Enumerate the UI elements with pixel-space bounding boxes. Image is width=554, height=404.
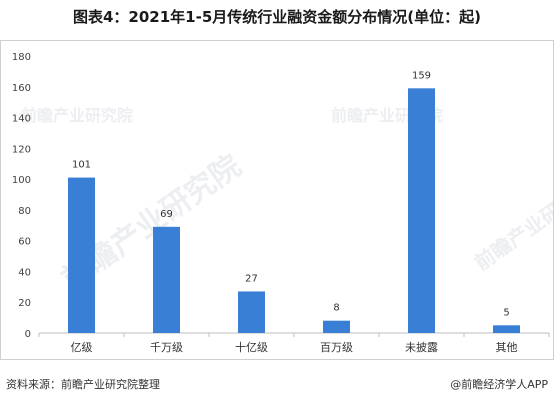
axis-layer: 0 20 40 60 80 100 120 140 160 180 亿级 千万级 十亿级 百万级 未披露 其他 xyxy=(12,52,550,354)
watermark-text: 前瞻产业研究院 xyxy=(21,106,133,125)
x-category-label: 未披露 xyxy=(405,340,438,354)
x-category-label: 其他 xyxy=(496,341,518,354)
chart-title: 图表4：2021年1-5月传统行业融资金额分布情况(单位：起) xyxy=(73,8,481,26)
x-category-label: 十亿级 xyxy=(235,340,268,354)
y-tick-label: 0 xyxy=(25,329,31,340)
bar-layer: 101 69 27 8 159 5 xyxy=(68,70,520,333)
x-category-label: 亿级 xyxy=(71,341,93,354)
bar-5 xyxy=(408,88,435,333)
y-tick-label: 120 xyxy=(12,144,31,155)
x-category-label: 百万级 xyxy=(320,341,353,354)
bar-6 xyxy=(493,325,520,333)
data-label: 69 xyxy=(160,209,173,220)
bar-4 xyxy=(323,320,350,333)
y-tick-label: 80 xyxy=(18,206,31,217)
y-tick-label: 140 xyxy=(12,114,31,125)
data-label: 5 xyxy=(503,307,509,318)
y-tick-label: 160 xyxy=(12,83,31,94)
data-label: 27 xyxy=(245,273,258,284)
chart-frame: 前瞻产业研究院 前瞻产业研究院 前瞻产业研究院 前瞻产业研究院 0 20 40 60 80 10… xyxy=(0,40,554,360)
data-label: 159 xyxy=(412,70,431,81)
bar-2 xyxy=(153,226,180,333)
y-tick-label: 180 xyxy=(12,52,31,63)
data-label: 101 xyxy=(72,160,91,171)
bar-1 xyxy=(68,177,95,333)
x-category-label: 千万级 xyxy=(150,341,183,354)
credit-note: @前瞻经济学人APP xyxy=(450,378,548,391)
data-label: 8 xyxy=(333,303,339,314)
y-tick-label: 100 xyxy=(12,175,31,186)
source-note: 资料来源：前瞻产业研究院整理 xyxy=(6,378,160,391)
y-tick-label: 20 xyxy=(18,298,31,309)
bar-3 xyxy=(238,291,265,333)
y-tick-label: 40 xyxy=(18,267,31,278)
watermark-text: 前瞻产业研究院 xyxy=(470,175,553,275)
y-tick-label: 60 xyxy=(18,237,31,248)
